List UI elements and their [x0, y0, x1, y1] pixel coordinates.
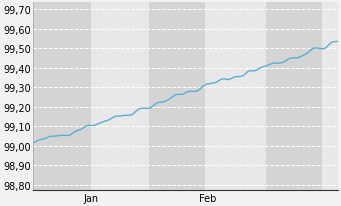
Bar	[33, 4, 91, 190]
Bar	[149, 4, 205, 190]
Bar	[266, 4, 322, 190]
